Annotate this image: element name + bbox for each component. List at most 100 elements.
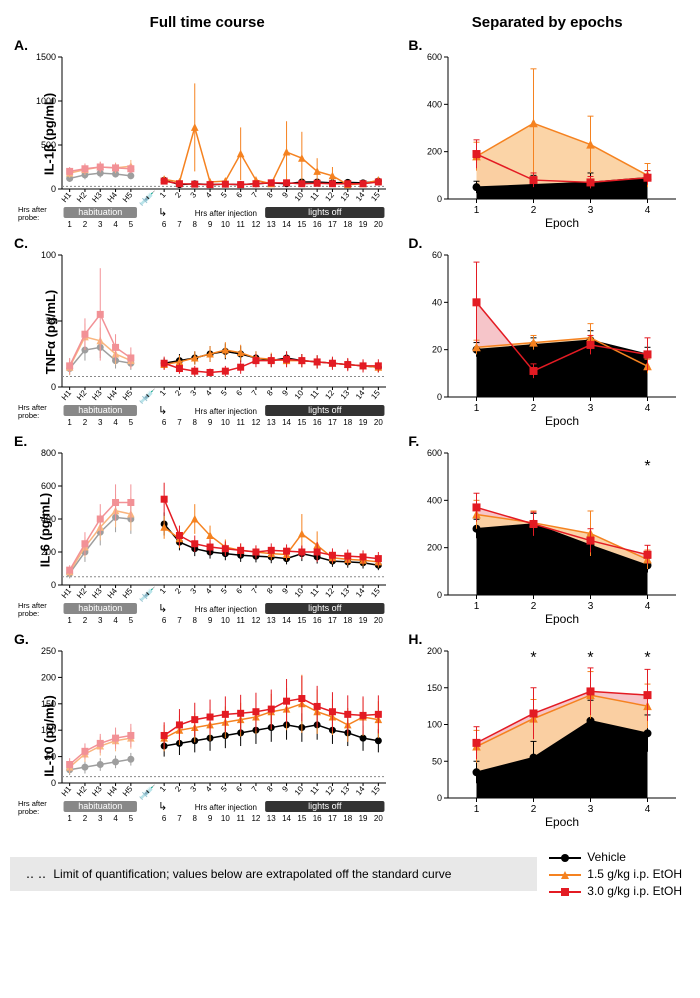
svg-text:13: 13 bbox=[267, 814, 276, 823]
svg-text:0: 0 bbox=[437, 590, 442, 600]
svg-text:7: 7 bbox=[250, 586, 260, 596]
panel-right: H.0501001502001234Epoch*** bbox=[404, 629, 690, 842]
col-header-right: Separated by epochs bbox=[404, 10, 690, 35]
svg-text:H2: H2 bbox=[75, 190, 89, 204]
svg-text:💉: 💉 bbox=[139, 190, 156, 207]
svg-text:150: 150 bbox=[427, 683, 442, 693]
svg-text:19: 19 bbox=[359, 814, 368, 823]
svg-text:H4: H4 bbox=[106, 388, 120, 402]
svg-text:8: 8 bbox=[265, 784, 275, 794]
svg-text:12: 12 bbox=[251, 220, 260, 229]
legend-label: Vehicle bbox=[587, 850, 626, 864]
svg-text:10: 10 bbox=[293, 586, 306, 599]
svg-text:12: 12 bbox=[251, 814, 260, 823]
svg-text:16: 16 bbox=[313, 418, 322, 427]
svg-text:lights off: lights off bbox=[308, 801, 342, 811]
svg-text:14: 14 bbox=[354, 388, 367, 401]
svg-text:15: 15 bbox=[297, 418, 306, 427]
svg-text:6: 6 bbox=[234, 190, 244, 200]
footnote-text: Limit of quantification; values below ar… bbox=[53, 867, 451, 881]
svg-text:8: 8 bbox=[193, 814, 198, 823]
svg-text:5: 5 bbox=[219, 784, 229, 794]
svg-text:20: 20 bbox=[374, 418, 383, 427]
svg-text:10: 10 bbox=[293, 388, 306, 401]
svg-text:10: 10 bbox=[221, 814, 230, 823]
svg-text:3: 3 bbox=[189, 388, 199, 398]
svg-text:0: 0 bbox=[51, 580, 56, 590]
svg-text:8: 8 bbox=[193, 220, 198, 229]
svg-text:14: 14 bbox=[354, 586, 367, 599]
svg-text:4: 4 bbox=[645, 804, 651, 815]
svg-text:5: 5 bbox=[219, 388, 229, 398]
svg-text:11: 11 bbox=[236, 418, 245, 427]
svg-text:11: 11 bbox=[236, 814, 245, 823]
svg-text:9: 9 bbox=[280, 586, 290, 596]
svg-text:12: 12 bbox=[323, 388, 336, 401]
svg-text:600: 600 bbox=[427, 448, 442, 458]
svg-text:2: 2 bbox=[531, 601, 537, 612]
svg-text:2: 2 bbox=[173, 784, 183, 794]
svg-text:0: 0 bbox=[437, 392, 442, 402]
svg-text:1: 1 bbox=[474, 403, 480, 414]
svg-text:4: 4 bbox=[113, 814, 118, 823]
svg-text:0: 0 bbox=[437, 793, 442, 803]
svg-text:1: 1 bbox=[474, 205, 480, 216]
svg-text:*: * bbox=[531, 649, 537, 666]
panel-letter: G. bbox=[14, 631, 29, 647]
svg-text:18: 18 bbox=[343, 814, 352, 823]
svg-text:💉: 💉 bbox=[139, 784, 156, 801]
svg-text:19: 19 bbox=[359, 418, 368, 427]
svg-text:8: 8 bbox=[193, 616, 198, 625]
svg-text:Hrs after injection: Hrs after injection bbox=[195, 803, 257, 812]
svg-text:14: 14 bbox=[282, 418, 291, 427]
svg-text:1: 1 bbox=[67, 220, 72, 229]
svg-text:800: 800 bbox=[41, 448, 56, 458]
svg-text:Hrs after injection: Hrs after injection bbox=[195, 209, 257, 218]
svg-text:H4: H4 bbox=[106, 784, 120, 798]
svg-text:habituation: habituation bbox=[78, 207, 122, 217]
panel-left: G. IL-10 (pg/mL)050100150200250H1H2H3H4H… bbox=[10, 629, 404, 842]
svg-text:4: 4 bbox=[204, 388, 214, 398]
svg-text:20: 20 bbox=[374, 616, 383, 625]
timecourse-chart: 050100150200250H1H2H3H4H5123456789101112… bbox=[12, 633, 392, 838]
svg-text:20: 20 bbox=[432, 345, 442, 355]
svg-text:5: 5 bbox=[129, 220, 134, 229]
svg-text:12: 12 bbox=[323, 190, 336, 203]
svg-text:16: 16 bbox=[313, 814, 322, 823]
svg-text:5: 5 bbox=[129, 418, 134, 427]
svg-text:4: 4 bbox=[204, 586, 214, 596]
y-axis-label: IL-10 (pg/mL) bbox=[41, 695, 56, 777]
svg-text:5: 5 bbox=[129, 616, 134, 625]
legend: Vehicle1.5 g/kg i.p. EtOH3.0 g/kg i.p. E… bbox=[549, 850, 690, 898]
svg-text:12: 12 bbox=[251, 418, 260, 427]
svg-text:3: 3 bbox=[588, 205, 594, 216]
svg-text:probe:: probe: bbox=[18, 609, 39, 618]
svg-text:60: 60 bbox=[432, 250, 442, 260]
svg-text:10: 10 bbox=[221, 418, 230, 427]
svg-text:40: 40 bbox=[432, 297, 442, 307]
svg-text:13: 13 bbox=[267, 220, 276, 229]
svg-text:9: 9 bbox=[280, 190, 290, 200]
svg-text:13: 13 bbox=[339, 190, 352, 203]
panel-letter: E. bbox=[14, 433, 27, 449]
epoch-chart: 02004006001234Epoch* bbox=[406, 435, 686, 625]
svg-text:14: 14 bbox=[282, 814, 291, 823]
svg-text:7: 7 bbox=[177, 616, 182, 625]
svg-text:15: 15 bbox=[297, 220, 306, 229]
svg-text:💉: 💉 bbox=[139, 388, 156, 405]
svg-text:H1: H1 bbox=[60, 586, 74, 600]
svg-text:4: 4 bbox=[113, 418, 118, 427]
svg-text:11: 11 bbox=[308, 586, 321, 599]
svg-text:3: 3 bbox=[189, 586, 199, 596]
svg-text:H2: H2 bbox=[75, 388, 89, 402]
svg-text:200: 200 bbox=[427, 646, 442, 656]
svg-text:1: 1 bbox=[67, 418, 72, 427]
svg-text:17: 17 bbox=[328, 220, 337, 229]
svg-text:lights off: lights off bbox=[308, 405, 342, 415]
col-header-left: Full time course bbox=[10, 10, 404, 35]
svg-text:lights off: lights off bbox=[308, 207, 342, 217]
svg-text:200: 200 bbox=[427, 543, 442, 553]
svg-text:Epoch: Epoch bbox=[545, 216, 579, 229]
svg-text:2: 2 bbox=[531, 804, 537, 815]
svg-text:H3: H3 bbox=[90, 784, 104, 798]
